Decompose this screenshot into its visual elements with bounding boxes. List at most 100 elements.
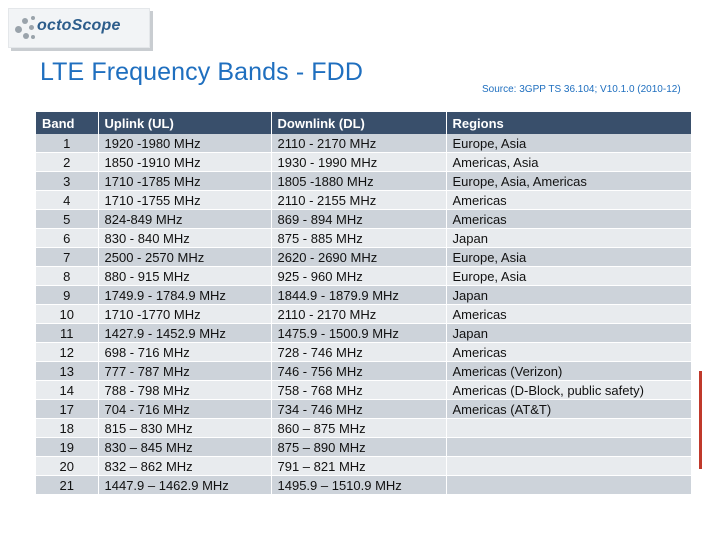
uplink-cell: 880 - 915 MHz [98, 266, 272, 286]
band-cell: 8 [36, 266, 99, 286]
region-cell: Europe, Asia [446, 247, 692, 267]
downlink-cell: 875 – 890 MHz [271, 437, 447, 457]
band-cell: 17 [36, 399, 99, 419]
table-row: 3 1710 -1785 MHz 1805 -1880 MHz Europe, Asi… [36, 171, 692, 191]
region-cell: Americas, Asia [446, 152, 692, 172]
downlink-cell: 2620 - 2690 MHz [271, 247, 447, 267]
uplink-cell: 1710 -1785 MHz [98, 171, 272, 191]
downlink-cell: 791 – 821 MHz [271, 456, 447, 476]
band-cell: 6 [36, 228, 99, 248]
band-cell: 19 [36, 437, 99, 457]
region-cell: Europe, Asia, Americas [446, 171, 692, 191]
header-band: Band [36, 112, 99, 134]
table-row: 13 777 - 787 MHz 746 - 756 MHz Americas (Ve… [36, 361, 692, 381]
region-cell: Americas [446, 209, 692, 229]
downlink-cell: 758 - 768 MHz [271, 380, 447, 400]
region-cell [446, 437, 692, 457]
table-row: 14 788 - 798 MHz 758 - 768 MHz Americas (D-… [36, 380, 692, 400]
table-row: 18 815 – 830 MHz 860 – 875 MHz [36, 418, 692, 438]
band-cell: 14 [36, 380, 99, 400]
region-cell: Japan [446, 285, 692, 305]
uplink-cell: 830 - 840 MHz [98, 228, 272, 248]
source-citation: Source: 3GPP TS 36.104; V10.1.0 (2010-12… [482, 84, 681, 95]
region-cell: Americas (Verizon) [446, 361, 692, 381]
table-row: 6 830 - 840 MHz 875 - 885 MHz Japan [36, 228, 692, 248]
band-cell: 5 [36, 209, 99, 229]
table-row: 19 830 – 845 MHz 875 – 890 MHz [36, 437, 692, 457]
table-row: 17 704 - 716 MHz 734 - 746 MHz Americas (AT… [36, 399, 692, 419]
table-row: 8 880 - 915 MHz 925 - 960 MHz Europe, Asia [36, 266, 692, 286]
band-cell: 2 [36, 152, 99, 172]
uplink-cell: 1447.9 – 1462.9 MHz [98, 475, 272, 495]
band-cell: 10 [36, 304, 99, 324]
table-row: 7 2500 - 2570 MHz 2620 - 2690 MHz Europe, A… [36, 247, 692, 267]
band-cell: 3 [36, 171, 99, 191]
uplink-cell: 1850 -1910 MHz [98, 152, 272, 172]
downlink-cell: 2110 - 2170 MHz [271, 304, 447, 324]
table-row: 4 1710 -1755 MHz 2110 - 2155 MHz Americas [36, 190, 692, 210]
band-cell: 4 [36, 190, 99, 210]
region-cell: Europe, Asia [446, 134, 692, 153]
downlink-cell: 2110 - 2170 MHz [271, 134, 447, 153]
brand-name: octoScope [37, 17, 121, 35]
accent-mark [699, 371, 702, 469]
region-cell: Japan [446, 323, 692, 343]
band-cell: 18 [36, 418, 99, 438]
downlink-cell: 860 – 875 MHz [271, 418, 447, 438]
downlink-cell: 728 - 746 MHz [271, 342, 447, 362]
band-cell: 12 [36, 342, 99, 362]
downlink-cell: 869 - 894 MHz [271, 209, 447, 229]
band-cell: 11 [36, 323, 99, 343]
header-regions: Regions [446, 112, 692, 134]
uplink-cell: 788 - 798 MHz [98, 380, 272, 400]
downlink-cell: 746 - 756 MHz [271, 361, 447, 381]
uplink-cell: 704 - 716 MHz [98, 399, 272, 419]
uplink-cell: 698 - 716 MHz [98, 342, 272, 362]
dot-cluster-icon [15, 16, 37, 42]
region-cell [446, 475, 692, 495]
region-cell: Europe, Asia [446, 266, 692, 286]
band-cell: 13 [36, 361, 99, 381]
table-row: 10 1710 -1770 MHz 2110 - 2170 MHz Americas [36, 304, 692, 324]
uplink-cell: 830 – 845 MHz [98, 437, 272, 457]
brand-part2: Scope [71, 17, 121, 34]
table-body: 1 1920 -1980 MHz 2110 - 2170 MHz Europe, As… [36, 134, 692, 495]
band-cell: 20 [36, 456, 99, 476]
downlink-cell: 1805 -1880 MHz [271, 171, 447, 191]
region-cell [446, 456, 692, 476]
table-row: 20 832 – 862 MHz 791 – 821 MHz [36, 456, 692, 476]
downlink-cell: 1495.9 – 1510.9 MHz [271, 475, 447, 495]
region-cell: Americas (AT&T) [446, 399, 692, 419]
table-header-row: Band Uplink (UL) Downlink (DL) Regions [36, 112, 692, 134]
slide-title: LTE Frequency Bands - FDD [40, 58, 363, 86]
uplink-cell: 815 – 830 MHz [98, 418, 272, 438]
table-row: 9 1749.9 - 1784.9 MHz 1844.9 - 1879.9 MHz J… [36, 285, 692, 305]
uplink-cell: 1710 -1770 MHz [98, 304, 272, 324]
table-row: 5 824-849 MHz 869 - 894 MHz Americas [36, 209, 692, 229]
brand-part1: octo [37, 17, 72, 34]
band-cell: 1 [36, 134, 99, 153]
uplink-cell: 832 – 862 MHz [98, 456, 272, 476]
region-cell: Americas [446, 304, 692, 324]
uplink-cell: 2500 - 2570 MHz [98, 247, 272, 267]
uplink-cell: 1427.9 - 1452.9 MHz [98, 323, 272, 343]
downlink-cell: 2110 - 2155 MHz [271, 190, 447, 210]
region-cell: Americas (D-Block, public safety) [446, 380, 692, 400]
downlink-cell: 734 - 746 MHz [271, 399, 447, 419]
downlink-cell: 1844.9 - 1879.9 MHz [271, 285, 447, 305]
table-row: 2 1850 -1910 MHz 1930 - 1990 MHz Americas, … [36, 152, 692, 172]
band-cell: 7 [36, 247, 99, 267]
region-cell: Japan [446, 228, 692, 248]
region-cell [446, 418, 692, 438]
logo: octoScope [8, 8, 156, 48]
lte-bands-table: Band Uplink (UL) Downlink (DL) Regions 1… [36, 112, 692, 495]
band-cell: 21 [36, 475, 99, 495]
uplink-cell: 824-849 MHz [98, 209, 272, 229]
table-row: 21 1447.9 – 1462.9 MHz 1495.9 – 1510.9 MHz [36, 475, 692, 495]
uplink-cell: 777 - 787 MHz [98, 361, 272, 381]
header-downlink: Downlink (DL) [271, 112, 447, 134]
table-row: 12 698 - 716 MHz 728 - 746 MHz Americas [36, 342, 692, 362]
uplink-cell: 1749.9 - 1784.9 MHz [98, 285, 272, 305]
downlink-cell: 925 - 960 MHz [271, 266, 447, 286]
band-cell: 9 [36, 285, 99, 305]
